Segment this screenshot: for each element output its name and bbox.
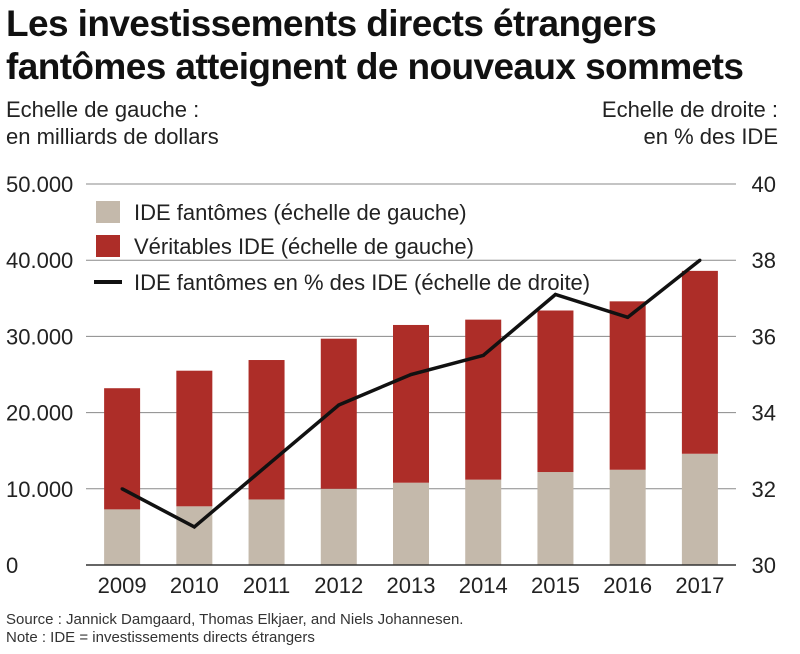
- y-left-tick-label: 10.000: [6, 477, 73, 502]
- left-scale-note-line-2: en milliards de dollars: [6, 124, 219, 149]
- line-point-phantom-share: [120, 487, 124, 491]
- y-left-tick-label: 0: [6, 553, 18, 578]
- x-tick-label: 2015: [531, 573, 580, 598]
- bar-phantom-fdi: [609, 469, 646, 565]
- x-tick-label: 2012: [314, 573, 363, 598]
- footnote: Note : IDE = investissements directs étr…: [6, 629, 315, 646]
- bar-real-fdi: [104, 388, 141, 510]
- legend-label: IDE fantômes (échelle de gauche): [134, 200, 467, 225]
- y-right-tick-label: 34: [752, 401, 776, 426]
- bar-real-fdi: [176, 370, 213, 507]
- legend-label: Véritables IDE (échelle de gauche): [134, 234, 474, 259]
- y-right-tick-label: 40: [752, 172, 776, 197]
- x-tick-label: 2011: [243, 573, 290, 598]
- right-scale-note-line-2: en % des IDE: [643, 124, 778, 149]
- legend-swatch-real: [96, 235, 120, 257]
- x-tick-label: 2009: [98, 573, 147, 598]
- y-right-tick-label: 30: [752, 553, 776, 578]
- chart-title: Les investissements directs étrangers fa…: [6, 2, 744, 88]
- bar-phantom-fdi: [104, 509, 141, 565]
- y-right-tick-label: 32: [752, 477, 776, 502]
- line-point-phantom-share: [481, 353, 485, 358]
- line-point-phantom-share: [626, 315, 630, 319]
- line-point-phantom-share: [264, 464, 269, 468]
- bar-phantom-fdi: [537, 472, 574, 565]
- y-left-tick-label: 50.000: [6, 172, 73, 197]
- chart-title-line-1: Les investissements directs étrangers: [6, 3, 657, 44]
- left-scale-note-line-1: Echelle de gauche :: [6, 97, 200, 122]
- y-left-tick-label: 20.000: [6, 401, 73, 426]
- x-tick-label: 2017: [675, 573, 724, 598]
- y-right-tick-label: 36: [752, 324, 776, 349]
- x-tick-label: 2016: [603, 573, 652, 598]
- y-left-tick-label: 40.000: [6, 248, 73, 273]
- legend-swatch-phantom: [96, 201, 120, 223]
- legend-label: IDE fantômes en % des IDE (échelle de dr…: [134, 270, 590, 295]
- bar-phantom-fdi: [681, 453, 718, 565]
- bar-real-fdi: [609, 301, 646, 470]
- bar-real-fdi: [393, 324, 429, 483]
- line-point-phantom-share: [698, 258, 702, 262]
- line-point-phantom-share: [409, 372, 413, 377]
- y-right-tick-label: 38: [752, 248, 776, 273]
- line-point-phantom-share: [337, 403, 341, 407]
- bar-real-fdi: [537, 310, 574, 473]
- source-note: Source : Jannick Damgaard, Thomas Elkjae…: [6, 611, 464, 628]
- right-scale-note: Echelle de droite : en % des IDE: [602, 96, 778, 150]
- bar-phantom-fdi: [465, 479, 502, 565]
- y-left-tick-label: 30.000: [6, 324, 73, 349]
- chart-title-line-2: fantômes atteignent de nouveaux sommets: [6, 46, 744, 87]
- bar-phantom-fdi: [320, 488, 357, 565]
- line-point-phantom-share: [553, 292, 558, 297]
- bar-real-fdi: [681, 270, 718, 454]
- line-point-phantom-share: [192, 525, 196, 529]
- left-scale-note: Echelle de gauche : en milliards de doll…: [6, 96, 219, 150]
- bar-phantom-fdi: [248, 499, 285, 565]
- right-scale-note-line-1: Echelle de droite :: [601, 97, 778, 122]
- x-tick-label: 2014: [459, 573, 508, 598]
- x-tick-label: 2010: [170, 573, 219, 598]
- x-tick-label: 2013: [387, 573, 436, 598]
- bar-phantom-fdi: [393, 482, 429, 565]
